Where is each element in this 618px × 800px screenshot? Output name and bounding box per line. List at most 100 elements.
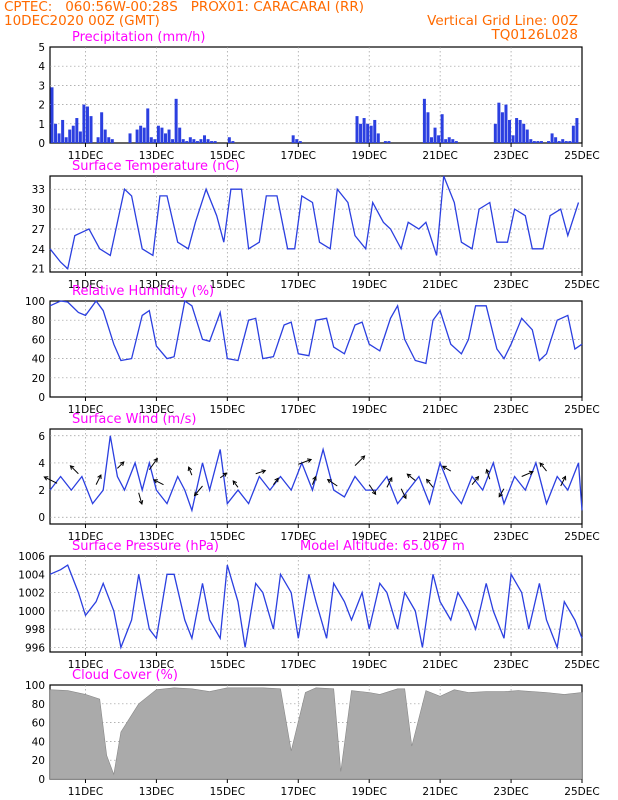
precip-bar <box>160 127 164 143</box>
y-tick-label: 3 <box>38 80 45 92</box>
precip-bar <box>362 118 366 143</box>
precip-bar <box>429 137 433 143</box>
wind-arrow-head <box>153 457 158 463</box>
x-tick-label: 19DEC <box>351 404 386 416</box>
precip-bar <box>376 133 380 143</box>
precip-bar <box>373 119 377 143</box>
wind-arrow-head <box>360 455 366 461</box>
wind-arrow-head <box>561 475 567 481</box>
y-tick-label: 0 <box>38 512 45 524</box>
precip-bar <box>554 137 558 143</box>
x-tick-label: 25DEC <box>564 279 599 291</box>
precip-bar <box>96 137 100 143</box>
wind-arrow <box>354 455 365 466</box>
wind-arrow-head <box>474 475 480 481</box>
x-tick-label: 21DEC <box>422 279 457 291</box>
x-tick-label: 17DEC <box>281 150 316 162</box>
x-tick-label: 13DEC <box>139 659 174 671</box>
precip-bar <box>508 119 512 143</box>
precip-bar <box>128 133 132 143</box>
precip-bar <box>387 141 391 143</box>
panel-frame <box>49 555 583 653</box>
precip-bar <box>231 141 235 143</box>
x-tick-label: 17DEC <box>281 786 316 798</box>
y-tick-label: 24 <box>32 244 46 256</box>
x-tick-label: 25DEC <box>564 150 599 162</box>
wind-arrow-head <box>222 472 228 477</box>
wind-arrow <box>298 459 312 465</box>
header-line-1: CPTEC: 060:56W-00:28S PROX01: CARACARAI … <box>4 0 365 15</box>
y-tick-label: 60 <box>32 718 45 730</box>
precip-bar <box>522 123 526 143</box>
x-tick-label: 13DEC <box>139 279 174 291</box>
wind-arrow <box>188 466 193 476</box>
wind-arrow <box>400 488 407 499</box>
y-tick-label: 40 <box>32 354 45 366</box>
precip-bar <box>515 118 519 143</box>
y-tick-label: 40 <box>32 736 45 748</box>
wind-arrow-head <box>43 476 49 481</box>
header-date: 10DEC2020 00Z (GMT) <box>4 13 160 29</box>
precip-bar <box>188 137 192 143</box>
wind-arrow-head <box>274 477 279 483</box>
wind-arrow-head <box>326 479 332 484</box>
precip-bar <box>529 139 533 143</box>
x-tick-label: 13DEC <box>139 786 174 798</box>
precip-bar <box>532 141 536 143</box>
precip-bar <box>142 127 146 143</box>
precip-bar <box>383 141 387 143</box>
precip-bar <box>107 137 111 143</box>
precip-bar <box>50 87 54 143</box>
wind-arrow <box>153 479 164 486</box>
wind-arrow-head <box>97 474 102 480</box>
wind-arrow <box>232 480 239 488</box>
precip-bar <box>54 123 58 143</box>
precip-bar <box>103 129 107 143</box>
x-tick-label: 11DEC <box>68 404 103 416</box>
x-tick-label: 19DEC <box>351 150 386 162</box>
precip-bar <box>64 137 68 143</box>
precip-bar <box>422 98 426 143</box>
wind-arrow-head <box>187 466 193 472</box>
precip-bar <box>295 139 299 143</box>
wind-arrow <box>498 488 505 497</box>
x-tick-label: 23DEC <box>493 404 528 416</box>
x-tick-label: 25DEC <box>564 404 599 416</box>
y-tick-label: 60 <box>32 334 45 346</box>
precip-bar <box>174 98 178 143</box>
x-tick-label: 13DEC <box>139 150 174 162</box>
precip-bar <box>426 112 430 143</box>
x-tick-label: 17DEC <box>281 531 316 543</box>
precip-bar <box>185 141 189 143</box>
precip-bar <box>61 119 65 143</box>
wind-arrow <box>70 465 79 475</box>
y-tick-label: 998 <box>25 624 45 636</box>
wind-arrow-head <box>119 461 125 466</box>
precip-bar <box>89 116 93 143</box>
wind-arrow-head <box>312 475 317 481</box>
x-tick-label: 25DEC <box>564 786 599 798</box>
x-tick-label: 23DEC <box>493 531 528 543</box>
precip-bar <box>355 116 359 143</box>
precip-bar <box>75 118 79 143</box>
x-tick-label: 15DEC <box>210 404 245 416</box>
precip-bar <box>500 112 504 143</box>
y-tick-label: 6 <box>38 431 45 443</box>
precip-bar <box>504 104 508 143</box>
x-tick-label: 17DEC <box>281 659 316 671</box>
precip-bar <box>213 141 217 143</box>
wind-arrow-head <box>388 476 393 482</box>
wind-arrow <box>521 471 534 477</box>
y-tick-label: 100 <box>25 296 45 308</box>
y-tick-label: 1002 <box>18 588 45 600</box>
precip-bar <box>557 141 561 143</box>
precip-bar <box>167 129 171 143</box>
panel-frame <box>49 428 583 525</box>
precip-bar <box>511 135 515 143</box>
x-tick-label: 19DEC <box>351 786 386 798</box>
wind-arrow-head <box>307 458 313 463</box>
header-model-id: TQ0126L028 <box>491 27 578 43</box>
x-tick-label: 11DEC <box>68 279 103 291</box>
precip-bar <box>437 135 441 143</box>
wind-arrow-head <box>371 490 377 496</box>
